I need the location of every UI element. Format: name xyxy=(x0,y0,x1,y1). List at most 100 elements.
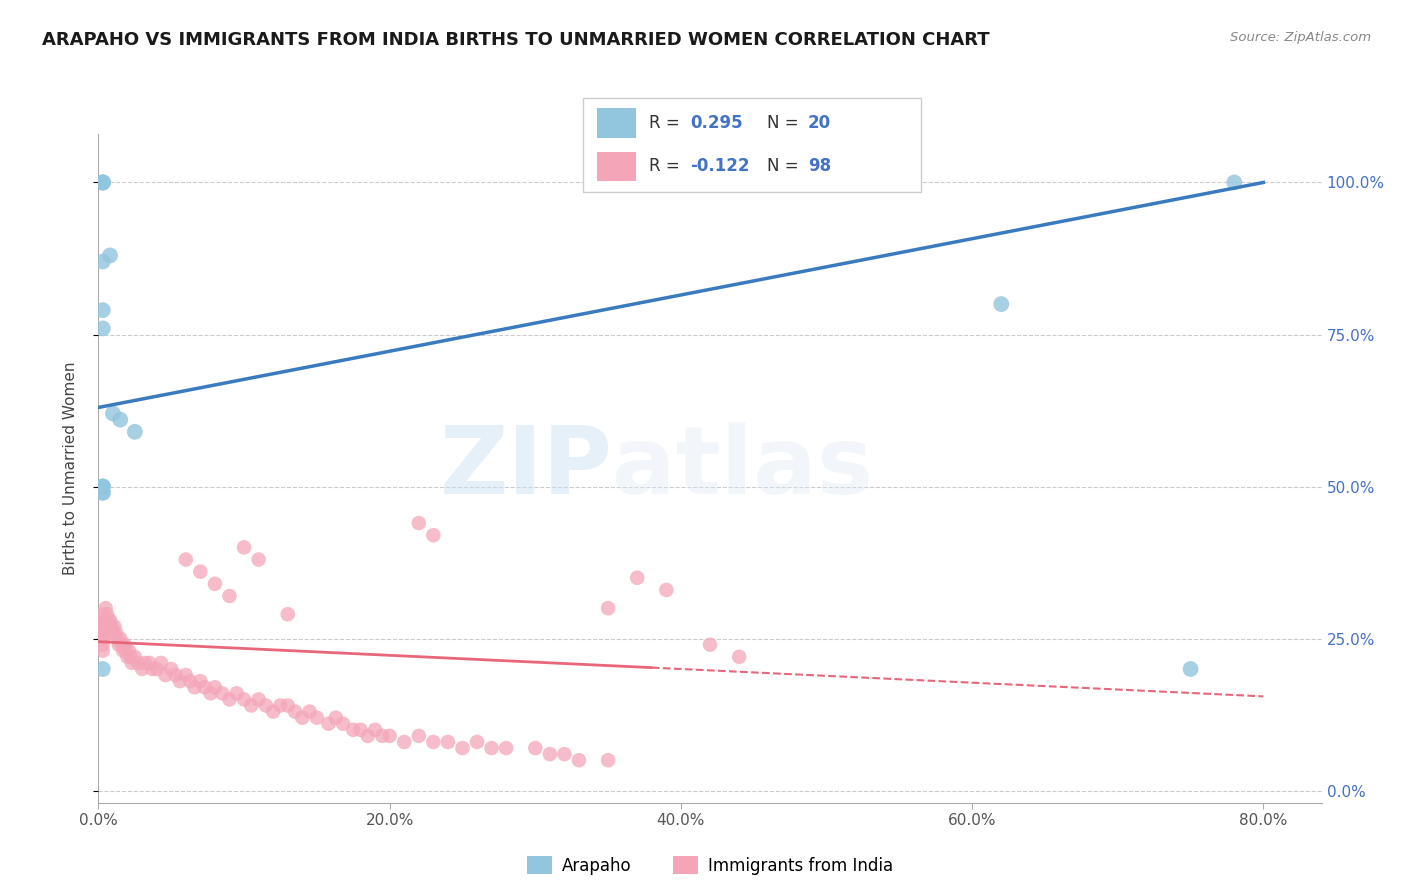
Point xyxy=(233,541,256,555)
FancyBboxPatch shape xyxy=(598,152,636,181)
Point xyxy=(200,686,222,700)
Point xyxy=(465,735,488,749)
Point xyxy=(111,638,134,652)
Point xyxy=(218,692,240,706)
Point xyxy=(91,479,114,493)
Point xyxy=(100,619,122,633)
Point xyxy=(101,625,124,640)
Text: Source: ZipAtlas.com: Source: ZipAtlas.com xyxy=(1230,31,1371,45)
Text: 98: 98 xyxy=(808,158,831,176)
Point xyxy=(91,644,114,658)
Point xyxy=(247,692,270,706)
Point xyxy=(91,632,114,646)
Text: N =: N = xyxy=(768,158,804,176)
Point xyxy=(174,552,197,566)
Point xyxy=(138,656,160,670)
Point xyxy=(98,613,121,627)
Point xyxy=(131,662,153,676)
Point xyxy=(204,577,226,591)
Point xyxy=(91,485,114,500)
Text: 20: 20 xyxy=(808,114,831,132)
Point xyxy=(96,607,118,622)
Point xyxy=(277,607,299,622)
Point xyxy=(1223,176,1246,190)
Point xyxy=(98,248,121,262)
Point xyxy=(134,656,156,670)
Point xyxy=(127,656,149,670)
Point xyxy=(118,644,141,658)
Point xyxy=(298,705,321,719)
FancyBboxPatch shape xyxy=(598,109,636,138)
Point xyxy=(204,680,226,694)
Point xyxy=(194,680,217,694)
Point xyxy=(596,753,619,767)
Point xyxy=(655,582,678,597)
Point xyxy=(269,698,291,713)
Point xyxy=(121,656,143,670)
Point xyxy=(408,516,430,530)
Point xyxy=(332,716,354,731)
Point xyxy=(124,425,146,439)
Point xyxy=(91,303,114,318)
Point xyxy=(188,565,212,579)
Point xyxy=(342,723,364,737)
Point xyxy=(91,625,114,640)
Point xyxy=(364,723,387,737)
Point xyxy=(112,644,135,658)
Point xyxy=(408,729,430,743)
Point xyxy=(211,686,233,700)
Point xyxy=(437,735,460,749)
Point xyxy=(91,176,114,190)
Point xyxy=(596,601,619,615)
Point xyxy=(392,735,416,749)
Point xyxy=(318,716,340,731)
Point xyxy=(108,638,131,652)
Point xyxy=(169,674,191,689)
Point xyxy=(262,705,284,719)
Point xyxy=(91,619,114,633)
Point xyxy=(91,638,114,652)
Point xyxy=(174,668,197,682)
Point xyxy=(91,254,114,268)
Point xyxy=(218,589,240,603)
Point xyxy=(990,297,1012,311)
Point xyxy=(110,632,132,646)
Point xyxy=(120,649,142,664)
Point xyxy=(277,698,299,713)
Point xyxy=(91,607,114,622)
Point xyxy=(422,735,444,749)
Text: N =: N = xyxy=(768,114,804,132)
Point xyxy=(110,412,132,426)
Point xyxy=(349,723,371,737)
FancyBboxPatch shape xyxy=(583,98,921,192)
Point xyxy=(91,613,114,627)
Point xyxy=(254,698,277,713)
Point xyxy=(728,649,751,664)
Y-axis label: Births to Unmarried Women: Births to Unmarried Women xyxy=(63,361,77,575)
Point xyxy=(233,692,256,706)
Point xyxy=(91,176,114,190)
Point xyxy=(188,674,212,689)
Point xyxy=(91,619,114,633)
Point xyxy=(91,176,114,190)
Point xyxy=(1180,662,1202,676)
Legend: Arapaho, Immigrants from India: Arapaho, Immigrants from India xyxy=(520,849,900,881)
Point xyxy=(103,619,125,633)
Point xyxy=(451,741,474,756)
Point xyxy=(97,613,120,627)
Point xyxy=(699,638,721,652)
Point xyxy=(179,674,201,689)
Point xyxy=(291,711,314,725)
Text: atlas: atlas xyxy=(612,422,873,515)
Point xyxy=(481,741,503,756)
Point xyxy=(101,407,124,421)
Point xyxy=(91,479,114,493)
Point xyxy=(305,711,328,725)
Point xyxy=(105,632,128,646)
Point xyxy=(225,686,247,700)
Text: ARAPAHO VS IMMIGRANTS FROM INDIA BIRTHS TO UNMARRIED WOMEN CORRELATION CHART: ARAPAHO VS IMMIGRANTS FROM INDIA BIRTHS … xyxy=(42,31,990,49)
Point xyxy=(104,625,127,640)
Point xyxy=(91,479,114,493)
Point xyxy=(183,680,205,694)
Point xyxy=(91,321,114,335)
